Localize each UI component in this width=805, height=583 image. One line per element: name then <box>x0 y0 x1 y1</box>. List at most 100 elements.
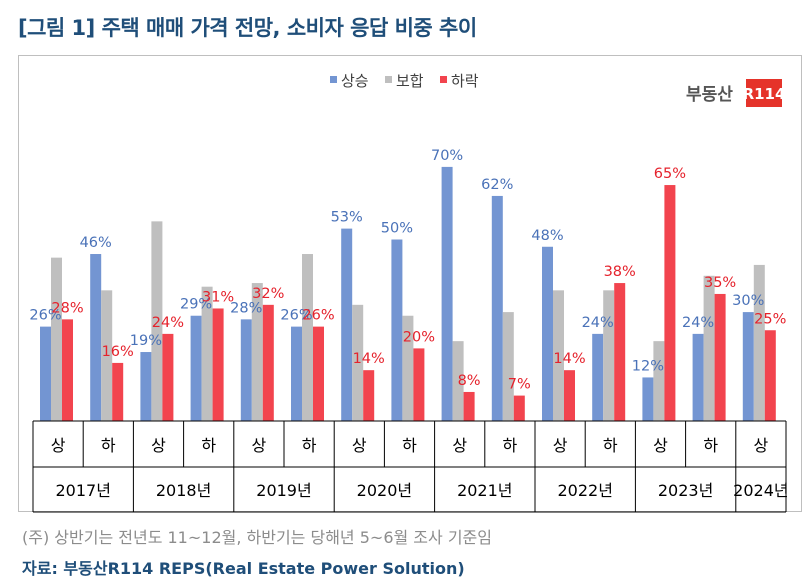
data-label-하락-12: 38% <box>604 264 636 280</box>
bar-상승-11 <box>542 246 553 421</box>
legend-label-하락: 하락 <box>451 72 479 90</box>
category-label-6: 하 <box>302 436 317 455</box>
data-label-상승-14: 24% <box>682 315 714 331</box>
category-label-8: 하 <box>402 436 417 455</box>
data-label-하락-8: 20% <box>403 329 435 345</box>
data-label-하락-15: 25% <box>754 311 786 327</box>
data-label-상승-15: 30% <box>732 293 764 309</box>
bar-보합-3 <box>151 221 163 421</box>
bar-보합-5 <box>251 283 263 421</box>
bar-상승-13 <box>642 377 654 421</box>
data-label-상승-2: 46% <box>80 235 112 251</box>
data-label-하락-9: 8% <box>458 373 481 389</box>
data-label-상승-9: 70% <box>431 148 463 164</box>
bar-상승-8 <box>391 239 403 421</box>
source-line: 자료: 부동산R114 REPS(Real Estate Power Solut… <box>22 559 465 578</box>
bar-하락-9 <box>463 391 475 421</box>
data-label-하락-13: 65% <box>654 166 686 182</box>
legend-swatch-하락 <box>440 76 447 83</box>
bar-상승-3 <box>140 352 152 421</box>
data-label-상승-13: 12% <box>632 358 664 374</box>
data-label-상승-7: 53% <box>331 210 363 226</box>
legend-swatch-보합 <box>385 76 392 83</box>
bar-보합-7 <box>352 304 364 421</box>
bar-보합-13 <box>653 341 665 421</box>
bar-하락-3 <box>162 333 174 421</box>
category-label-14: 하 <box>703 436 718 455</box>
data-label-하락-14: 35% <box>704 275 736 291</box>
data-label-하락-6: 26% <box>302 308 334 324</box>
logo-text: 부동산 <box>686 85 733 105</box>
data-label-상승-6: 26% <box>280 308 312 324</box>
data-label-하락-11: 14% <box>553 351 585 367</box>
bar-상승-14 <box>692 333 704 421</box>
data-label-상승-11: 48% <box>531 228 563 244</box>
bar-하락-12 <box>614 283 626 421</box>
legend-label-보합: 보합 <box>396 72 424 90</box>
bar-하락-8 <box>413 348 425 421</box>
category-label-15: 상 <box>754 436 769 455</box>
year-label-2023년: 2023년 <box>658 481 713 500</box>
category-label-7: 상 <box>352 436 367 455</box>
bar-상승-6 <box>291 326 302 421</box>
chart-title: [그림 1] 주택 매매 가격 전망, 소비자 응답 비중 추이 <box>18 16 477 40</box>
bar-하락-14 <box>714 293 726 421</box>
bar-하락-2 <box>112 362 124 421</box>
data-label-상승-5: 28% <box>230 300 262 316</box>
bar-하락-6 <box>313 326 324 421</box>
bar-보합-10 <box>502 312 514 421</box>
bar-보합-6 <box>302 254 313 421</box>
logo-badge <box>746 79 782 107</box>
bar-상승-1 <box>40 326 51 421</box>
data-label-하락-4: 31% <box>202 289 234 305</box>
bar-보합-1 <box>51 257 62 421</box>
bar-상승-9 <box>441 166 453 421</box>
bar-하락-13 <box>664 185 676 421</box>
year-label-2020년: 2020년 <box>357 481 412 500</box>
logo-badge-text: R114 <box>743 85 786 103</box>
data-label-상승-1: 26% <box>29 308 61 324</box>
data-label-하락-10: 7% <box>508 377 531 393</box>
bar-하락-4 <box>212 308 224 421</box>
bar-보합-2 <box>101 290 113 421</box>
footnote: (주) 상반기는 전년도 11~12월, 하반기는 당해년 5~6월 조사 기준… <box>22 528 492 547</box>
category-label-3: 상 <box>151 436 166 455</box>
bar-상승-10 <box>491 195 503 421</box>
bar-하락-11 <box>564 370 575 421</box>
category-label-10: 하 <box>503 436 518 455</box>
bar-보합-15 <box>753 264 765 421</box>
category-label-5: 상 <box>252 436 267 455</box>
category-label-2: 하 <box>101 436 116 455</box>
bar-보합-8 <box>402 315 414 421</box>
bar-하락-1 <box>62 319 73 421</box>
year-label-2022년: 2022년 <box>557 481 612 500</box>
year-label-2019년: 2019년 <box>256 481 311 500</box>
bar-상승-2 <box>90 254 102 421</box>
data-label-상승-8: 50% <box>381 221 413 237</box>
bar-상승-12 <box>592 333 604 421</box>
year-label-2024년: 2024년 <box>733 481 788 500</box>
bar-보합-12 <box>603 290 615 421</box>
bar-하락-5 <box>262 304 274 421</box>
data-label-상승-12: 24% <box>582 315 614 331</box>
year-label-2018년: 2018년 <box>156 481 211 500</box>
bar-상승-15 <box>742 312 754 421</box>
data-label-하락-5: 32% <box>252 286 284 302</box>
category-label-1: 상 <box>51 436 66 455</box>
bar-보합-11 <box>553 290 564 421</box>
category-label-9: 상 <box>452 436 467 455</box>
bar-보합-9 <box>452 341 464 421</box>
bar-상승-5 <box>240 319 252 421</box>
data-label-하락-2: 16% <box>102 344 134 360</box>
data-label-상승-3: 19% <box>130 333 162 349</box>
bar-상승-4 <box>190 315 202 421</box>
data-label-하락-7: 14% <box>353 351 385 367</box>
data-label-상승-4: 29% <box>180 297 212 313</box>
category-label-12: 하 <box>603 436 618 455</box>
bar-보합-14 <box>703 275 715 421</box>
bar-상승-7 <box>341 228 353 421</box>
bar-하락-10 <box>513 395 525 421</box>
data-label-하락-3: 24% <box>152 315 184 331</box>
legend-label-상승: 상승 <box>341 72 369 90</box>
